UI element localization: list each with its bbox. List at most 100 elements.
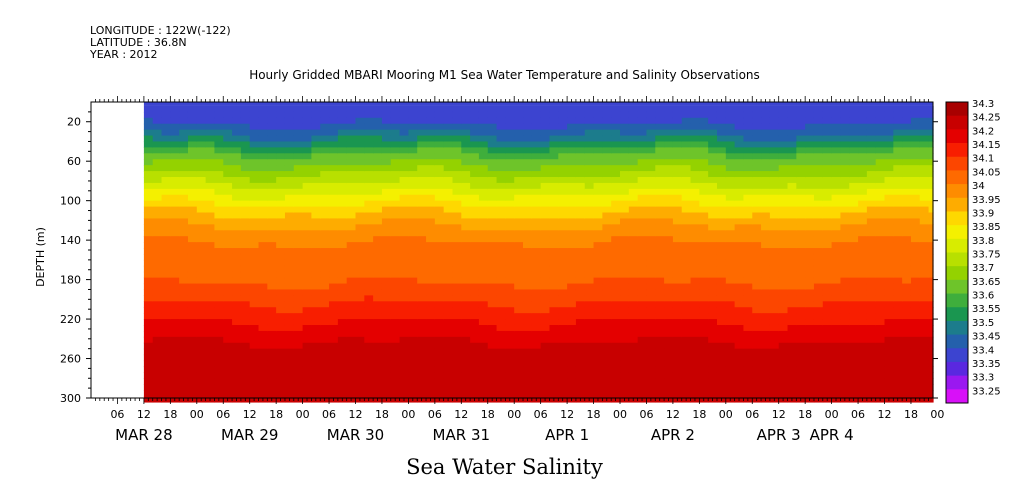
heatmap-cell [849,236,859,243]
heatmap-cell [240,336,251,344]
heatmap-cell [496,111,506,119]
heatmap-cell [179,271,189,279]
heatmap-cell [531,253,542,261]
heatmap-cell [708,313,718,320]
heatmap-cell [152,206,163,214]
heatmap-cell [434,147,445,154]
heatmap-cell [725,277,736,285]
heatmap-cell [364,171,374,178]
heatmap-cell [549,236,559,243]
heatmap-cell [725,390,736,397]
heatmap-cell [329,176,339,184]
heatmap-cell [725,289,736,296]
heatmap-cell [531,165,542,172]
heatmap-cell [531,301,542,308]
heatmap-cell [672,141,683,148]
heatmap-cell [919,236,930,243]
heatmap-cell [734,390,745,397]
colorbar-swatch [946,197,968,212]
heatmap-cell [284,348,295,356]
heatmap-cell [725,159,736,166]
heatmap-cell [478,372,489,379]
heatmap-cell [778,390,789,397]
heatmap-cell [196,224,207,231]
heatmap-cell [505,242,515,249]
heatmap-cell [893,212,903,220]
heatmap-cell [858,360,868,368]
heatmap-cell [346,295,357,302]
heatmap-cell [426,141,436,148]
heatmap-cell [761,289,771,296]
heatmap-cell [778,153,789,160]
x-hour-label: 12 [243,408,257,421]
heatmap-cell [514,354,524,362]
heatmap-cell [875,342,886,350]
heatmap-cell [240,248,251,255]
heatmap-cell [293,259,304,267]
heatmap-cell [514,182,524,190]
heatmap-cell [716,330,727,338]
heatmap-cell [646,200,656,208]
heatmap-cell [399,313,410,320]
heatmap-cell [373,188,383,196]
heatmap-cell [769,171,780,178]
heatmap-cell [769,141,780,148]
heatmap-cell [161,141,171,148]
heatmap-cell [346,200,357,208]
heatmap-cell [584,135,595,143]
heatmap-cell [496,165,506,172]
heatmap-cell [602,141,612,148]
heatmap-cell [267,259,277,267]
heatmap-cell [452,336,462,344]
heatmap-cell [381,117,392,125]
heatmap-cell [831,206,842,214]
heatmap-cell [161,123,171,131]
heatmap-cell [831,319,842,326]
heatmap-cell [725,271,736,279]
heatmap-cell [716,141,727,148]
heatmap-cell [884,259,894,267]
heatmap-cell [787,372,797,379]
heatmap-cell [567,129,577,137]
heatmap-cell [637,253,648,261]
heatmap-cell [196,171,207,178]
heatmap-cell [734,111,745,119]
heatmap-cell [337,105,348,113]
heatmap-cell [655,153,665,160]
heatmap-cell [725,111,736,119]
heatmap-cell [699,236,709,243]
heatmap-cell [893,390,903,397]
heatmap-cell [187,165,198,172]
heatmap-cell [267,319,277,326]
heatmap-cell [681,283,692,291]
heatmap-cell [690,176,700,184]
heatmap-cell [822,342,833,350]
heatmap-cell [646,354,656,362]
heatmap-cell [205,171,216,178]
heatmap-cell [478,200,489,208]
heatmap-cell [284,277,295,285]
heatmap-cell [866,182,877,190]
heatmap-cell [346,188,357,196]
heatmap-cell [417,289,427,296]
heatmap-cell [558,105,568,113]
heatmap-cell [822,372,833,379]
heatmap-cell [875,153,886,160]
heatmap-cell [743,230,753,237]
heatmap-cell [681,289,692,296]
heatmap-cell [514,319,524,326]
heatmap-cell [743,307,753,314]
heatmap-cell [593,378,603,385]
heatmap-cell [575,111,586,119]
heatmap-cell [575,200,586,208]
heatmap-cell [655,360,665,368]
heatmap-cell [919,218,930,225]
heatmap-cell [893,324,903,332]
heatmap-cell [514,248,524,255]
heatmap-cell [232,301,242,308]
heatmap-cell [796,390,806,397]
heatmap-cell [223,360,233,368]
heatmap-cell [329,129,339,137]
heatmap-cell [884,289,894,296]
x-hour-label: 00 [613,408,627,421]
